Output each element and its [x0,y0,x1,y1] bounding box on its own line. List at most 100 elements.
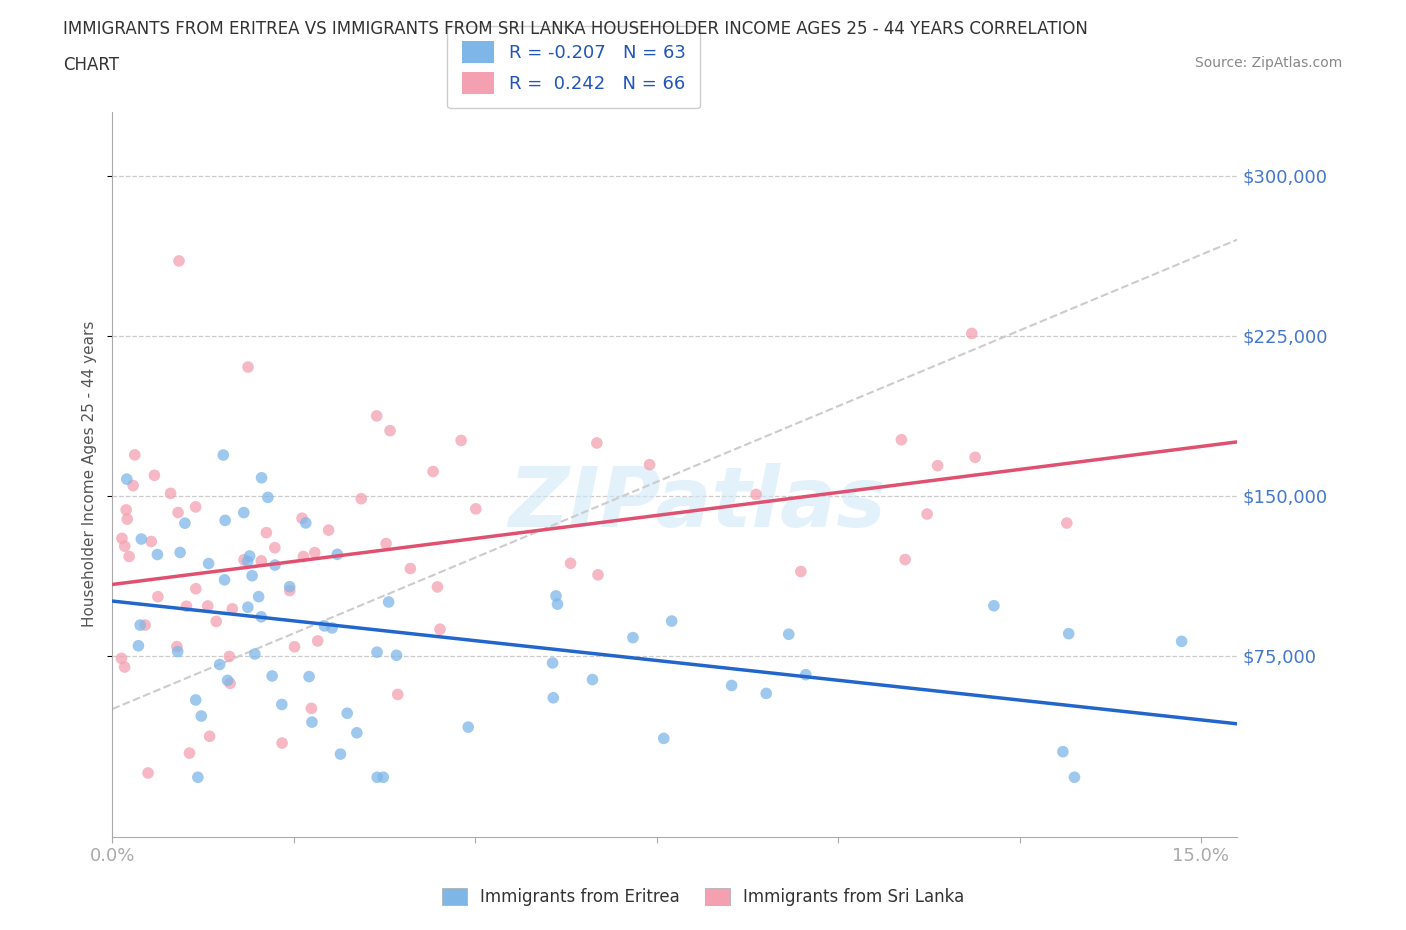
Point [581,672,603,687]
Point [329,747,352,762]
Point [118,549,141,564]
Point [586,435,609,450]
Point [652,731,675,746]
Point [166,639,188,654]
Point [217,673,239,688]
Point [346,725,368,740]
Point [110,651,132,666]
Point [304,545,326,560]
Point [219,676,242,691]
Point [1052,744,1074,759]
Point [129,618,152,632]
Point [184,499,207,514]
Y-axis label: Householder Income Ages 25 - 44 years: Householder Income Ages 25 - 44 years [82,321,97,628]
Point [146,547,169,562]
Point [464,501,486,516]
Point [114,659,136,674]
Point [745,487,768,502]
Point [399,561,422,576]
Point [283,639,305,654]
Point [457,720,479,735]
Point [263,540,285,555]
Point [450,433,472,448]
Point [426,579,449,594]
Point [174,516,197,531]
Point [236,554,259,569]
Point [122,478,145,493]
Point [141,534,163,549]
Point [190,709,212,724]
Point [366,408,388,423]
Point [218,649,240,664]
Point [197,599,219,614]
Point [236,600,259,615]
Point [179,746,201,761]
Point [254,525,277,540]
Point [366,644,388,659]
Point [243,646,266,661]
Point [271,736,294,751]
Point [176,599,198,614]
Point [336,706,359,721]
Point [212,447,235,462]
Point [187,770,209,785]
Point [278,579,301,594]
Point [197,556,219,571]
Point [1063,770,1085,785]
Point [326,547,349,562]
Point [890,432,912,447]
Point [134,618,156,632]
Point [184,581,207,596]
Point [560,556,582,571]
Point [422,464,444,479]
Point [166,644,188,659]
Point [661,614,683,629]
Point [366,770,388,785]
Point [544,589,567,604]
Point [264,558,287,573]
Point [236,360,259,375]
Point [294,515,316,530]
Point [184,693,207,708]
Point [247,590,270,604]
Point [146,590,169,604]
Point [541,656,564,671]
Point [115,472,138,486]
Point [1056,515,1078,530]
Point [377,594,399,609]
Point [205,614,228,629]
Point [214,572,236,587]
Point [221,602,243,617]
Point [232,505,254,520]
Text: IMMIGRANTS FROM ERITREA VS IMMIGRANTS FROM SRI LANKA HOUSEHOLDER INCOME AGES 25 : IMMIGRANTS FROM ERITREA VS IMMIGRANTS FR… [63,20,1088,38]
Point [894,552,917,567]
Point [301,714,323,729]
Point [114,538,136,553]
Point [373,770,395,785]
Point [387,687,409,702]
Point [790,565,813,579]
Point [111,531,134,546]
Point [115,502,138,517]
Point [250,471,273,485]
Point [169,545,191,560]
Legend: Immigrants from Eritrea, Immigrants from Sri Lanka: Immigrants from Eritrea, Immigrants from… [434,881,972,912]
Point [720,678,742,693]
Point [143,468,166,483]
Point [270,698,292,712]
Text: Source: ZipAtlas.com: Source: ZipAtlas.com [1195,56,1343,70]
Point [214,513,236,528]
Point [385,648,408,663]
Point [136,765,159,780]
Point [543,690,565,705]
Point [318,523,340,538]
Point [960,326,983,341]
Point [131,532,153,547]
Point [586,567,609,582]
Point [278,583,301,598]
Legend: R = -0.207   N = 63, R =  0.242   N = 66: R = -0.207 N = 63, R = 0.242 N = 66 [447,26,700,108]
Point [794,667,817,682]
Point [547,597,569,612]
Point [915,507,938,522]
Point [239,549,262,564]
